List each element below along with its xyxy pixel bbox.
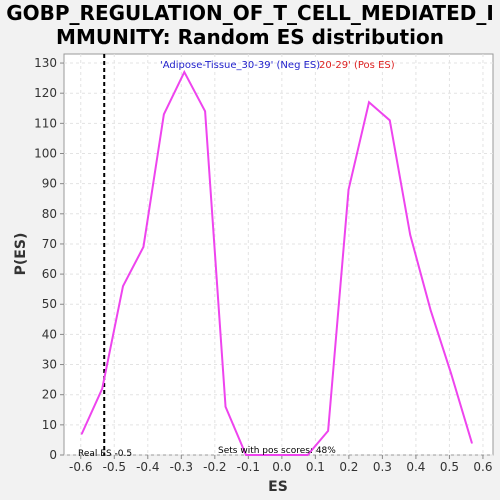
x-tick-label: 0.5	[440, 460, 459, 474]
x-axis-label: ES	[268, 479, 288, 495]
x-tick-label: 0.0	[272, 460, 291, 474]
y-tick-label: 10	[42, 418, 57, 432]
x-tick-label: -0.5	[103, 460, 126, 474]
y-tick-label: 20	[42, 388, 57, 402]
data-point	[368, 101, 370, 104]
data-point	[101, 387, 104, 390]
data-point	[122, 285, 124, 287]
data-point	[183, 71, 186, 73]
legend-pos-label: 20-29' (Pos ES)	[319, 60, 395, 71]
y-tick-label: 120	[34, 86, 57, 100]
data-point	[347, 188, 350, 191]
chart-title: GOBP_REGULATION_OF_T_CELL_MEDIATED_I MMU…	[0, 0, 500, 49]
data-point	[471, 442, 473, 444]
y-tick-label: 130	[34, 56, 57, 70]
x-tick-label: -0.3	[170, 460, 193, 474]
chart-title-line-2: MMUNITY: Random ES distribution	[56, 25, 444, 49]
x-tick-label: 0.3	[373, 460, 392, 474]
data-point	[163, 113, 165, 116]
x-tick-label: -0.2	[203, 460, 226, 474]
y-tick-label: 90	[42, 177, 57, 191]
legend-neg-label: 'Adipose-Tissue_30-39' (Neg ES)	[160, 60, 320, 71]
data-point	[327, 430, 329, 432]
y-tick-label: 80	[42, 207, 57, 221]
x-tick-label: -0.6	[69, 460, 92, 474]
y-axis: 0 10 20 30 40 50 60 70 80 90 100 110 120 130	[34, 56, 64, 462]
data-point	[286, 454, 289, 456]
plot-area	[63, 53, 494, 456]
x-tick-label: 0.4	[406, 460, 425, 474]
data-point	[245, 454, 247, 456]
data-point	[224, 405, 227, 408]
x-tick-label: -0.1	[237, 460, 260, 474]
series-points	[80, 71, 473, 456]
data-point	[306, 454, 309, 456]
data-point	[142, 246, 145, 248]
y-tick-label: 40	[42, 327, 57, 341]
y-tick-label: 0	[49, 448, 57, 462]
y-tick-label: 100	[34, 146, 57, 160]
x-tick-label: 0.2	[339, 460, 358, 474]
data-point	[204, 110, 206, 113]
series-line	[80, 69, 473, 456]
x-tick-label: -0.4	[136, 460, 159, 474]
data-point	[409, 234, 412, 236]
data-point	[265, 454, 268, 456]
y-tick-label: 30	[42, 358, 57, 372]
data-point	[450, 372, 452, 375]
y-tick-label: 50	[42, 297, 57, 311]
x-tick-label: 0.1	[306, 460, 325, 474]
pos-scores-annotation: Sets with pos scores: 48%	[218, 446, 336, 456]
x-axis: -0.6 -0.5 -0.4 -0.3 -0.2 -0.1 0.0 0.1 0.2 0.3 0.4 0…	[69, 455, 492, 474]
data-point	[429, 309, 432, 312]
y-tick-label: 60	[42, 267, 57, 281]
y-axis-label: P(ES)	[13, 233, 29, 276]
data-point	[80, 433, 83, 435]
x-tick-label: 0.6	[473, 460, 492, 474]
data-point	[388, 119, 391, 122]
real-es-annotation: Real ES -0.5	[78, 449, 132, 459]
chart-title-line-1: GOBP_REGULATION_OF_T_CELL_MEDIATED_I	[6, 1, 494, 25]
y-tick-label: 70	[42, 237, 57, 251]
y-tick-label: 110	[34, 116, 57, 130]
